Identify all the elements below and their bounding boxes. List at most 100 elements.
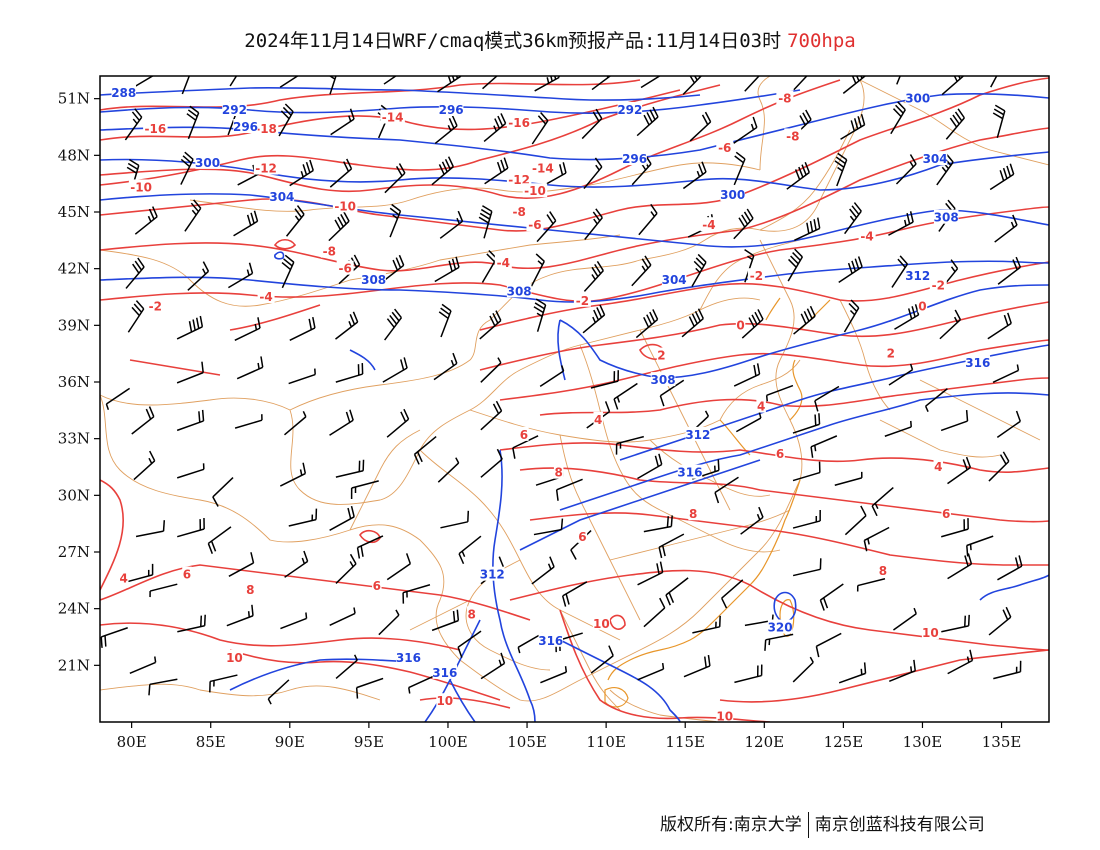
temperature-label: 4 [934,460,942,474]
wind-barb [682,161,707,190]
map-axes: 80E 85E 90E 95E 100E 105E 110E 115E 120E 125E 130E… [58,90,1022,751]
height-label-bg [905,90,930,105]
wind-barb [236,356,264,380]
wind-barb [176,463,205,479]
height-label: 320 [768,621,793,635]
temperature-label: 10 [716,709,733,723]
wind-barb [637,561,664,586]
map-title: 2024年11月14日WRF/cmaq模式36km预报产品:11月14日03时 7… [0,26,1100,53]
wind-barb [335,311,359,340]
wind-barb [100,627,128,648]
temperature-label-bg [118,570,129,585]
height-label: 292 [617,103,642,117]
temperature-label-bg [332,198,358,213]
wind-barb [888,211,914,236]
wind-barb [384,163,406,194]
wind-barb [288,508,318,527]
height-label: 300 [905,92,930,106]
wind-barb [792,656,814,683]
company-text: 南京创蓝科技有限公司 [814,815,985,835]
temperature-label: 8 [468,607,476,621]
wind-barb [764,633,794,651]
lon-tick-label: 110E [586,733,626,751]
wind-barb [992,364,1020,383]
wind-barb [941,614,970,633]
wind-barb [682,76,703,95]
wind-barb [431,156,454,186]
wind-barb [810,435,838,458]
wind-barb [279,462,307,487]
height-label: 316 [677,466,702,480]
wind-barb [844,505,867,536]
wind-barb [940,410,969,432]
height-label-bg [222,102,247,116]
temperature-label-bg [372,578,382,592]
wind-barb [590,645,614,674]
temperature-label-bg [526,217,544,232]
wind-barb [793,76,808,91]
temperature-label: 10 [922,626,939,640]
temperature-label: -4 [702,218,715,232]
wind-barb [735,412,762,433]
temperature-label: 2 [657,349,665,363]
wind-barb [590,370,620,389]
temperature-label: 8 [879,564,887,578]
height-label: 308 [361,273,386,287]
wind-barb [793,305,816,335]
height-label: 300 [195,156,220,170]
temperature-label: 6 [578,530,586,544]
wind-barb [993,660,1022,680]
wind-barb [480,652,506,680]
wind-barb [838,256,863,283]
wind-barb [581,108,603,140]
wind-barb [234,317,261,342]
wind-barb [591,76,612,91]
wind-barb [328,211,350,242]
wind-barb [228,552,255,577]
wind-barb [283,410,307,436]
lat-tick-label: 33N [58,430,90,448]
wind-barb [871,486,894,517]
wind-barb [402,584,431,604]
wind-barb [988,451,1010,482]
temperature-label: 4 [120,571,128,585]
wind-barb [131,406,155,435]
wind-barb [124,108,143,141]
lat-tick-label: 39N [58,316,90,334]
wind-barb [792,413,821,434]
footer-copyright: 版权所有:南京大学 南京创蓝科技有限公司 [660,810,985,838]
wind-barb [939,309,962,340]
wind-barb [683,654,711,678]
temperature-label-bg [656,347,667,362]
temperature-label: -4 [497,256,510,270]
wind-barb [997,256,1022,285]
temperature-label: -14 [382,111,404,125]
wind-barb [484,157,509,185]
wind-barb [891,255,909,288]
wind-barb [289,159,314,187]
wind-barb [838,662,867,684]
wind-barb [329,409,354,436]
wind-barb [540,666,568,684]
temperature-label: -2 [932,279,945,293]
height-label: 308 [934,211,959,225]
height-label-bg [233,119,258,133]
wind-barb [814,385,840,412]
lat-tick-label: 51N [58,90,90,108]
height-label: 304 [662,273,687,287]
footer-separator [807,812,809,838]
wind-barb [640,76,661,89]
wind-barb [691,253,707,287]
height-label: 304 [923,152,948,166]
temperature-label: 10 [436,694,453,708]
temperature-label: -10 [524,184,546,198]
temperature-label-bg [700,217,718,232]
temperature-label-bg [933,459,944,473]
wind-barb [176,315,204,340]
temperature-label-bg [436,693,454,708]
lon-tick-label: 125E [824,733,864,751]
temperature-label: 6 [942,507,950,521]
temperature-label: 6 [183,568,191,582]
height-label-bg [685,426,711,441]
